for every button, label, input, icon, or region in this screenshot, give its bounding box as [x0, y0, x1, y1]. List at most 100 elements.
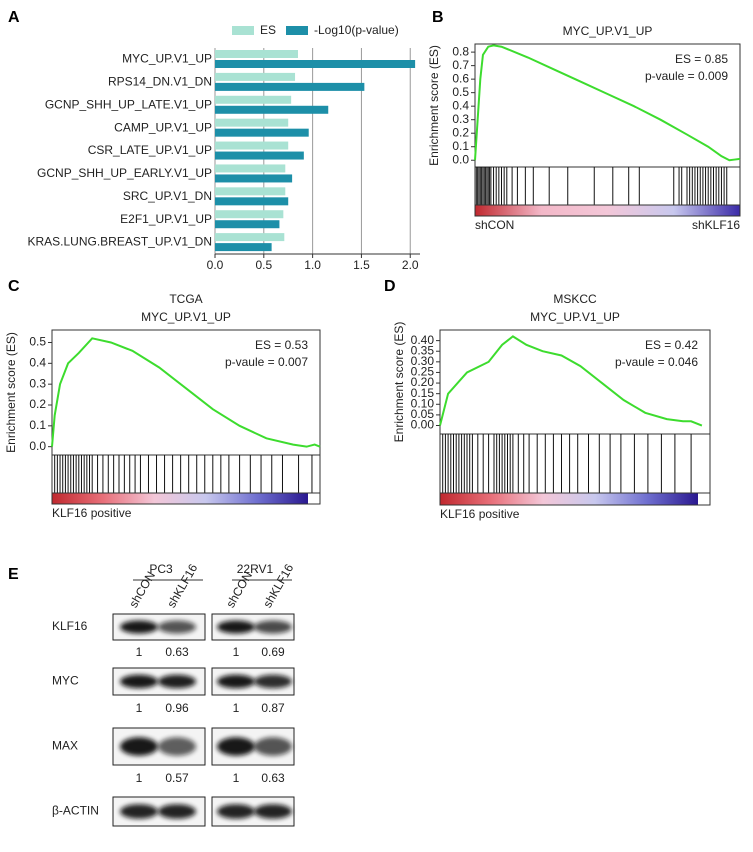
band — [254, 737, 292, 756]
es-curve — [439, 335, 703, 427]
annotation: p-vaule = 0.046 — [615, 355, 698, 369]
legend-swatch — [232, 26, 254, 35]
annotation: ES = 0.53 — [255, 338, 308, 352]
chart-title: MYC_UP.V1_UP — [563, 24, 653, 38]
colorbar-label: KLF16 positive — [52, 506, 132, 520]
panel-label: A — [8, 9, 20, 26]
category-label: SRC_UP.V1_DN — [123, 189, 212, 203]
band — [217, 804, 255, 819]
y-tick-label: 0.15 — [411, 386, 435, 400]
y-tick-label: 0.0 — [452, 152, 469, 166]
colorbar-frame — [439, 492, 711, 506]
bar — [215, 233, 285, 242]
y-axis-label: Enrichment score (ES) — [427, 45, 441, 166]
category-label: MYC_UP.V1_UP — [122, 52, 212, 66]
bar — [215, 243, 272, 252]
quantification: 0.96 — [165, 701, 189, 715]
panel-label: D — [384, 278, 396, 295]
annotation: ES = 0.85 — [675, 52, 728, 66]
y-tick-label: 0.8 — [452, 44, 469, 58]
band — [120, 737, 158, 756]
annotation: ES = 0.42 — [645, 338, 698, 352]
row-label: MYC — [52, 674, 79, 688]
quantification: 1 — [233, 771, 240, 785]
quantification: 1 — [233, 701, 240, 715]
bar — [215, 118, 289, 127]
lane-label: shCON — [223, 569, 255, 610]
category-label: CAMP_UP.V1_UP — [114, 120, 212, 134]
annotation: p-vaule = 0.009 — [645, 69, 728, 83]
y-tick-label: 0.25 — [411, 365, 435, 379]
y-tick-label: 0.4 — [452, 98, 469, 112]
colorbar — [440, 493, 698, 505]
y-tick-label: 0.2 — [452, 125, 469, 139]
y-tick-label: 0.30 — [411, 354, 435, 368]
group-label: PC3 — [149, 562, 173, 576]
bar — [215, 128, 309, 137]
y-tick-label: 0.4 — [29, 356, 46, 370]
x-tick-label: 1.0 — [304, 258, 321, 272]
colorbar-frame — [51, 492, 321, 505]
bar — [215, 50, 298, 58]
row-label: KLF16 — [52, 619, 88, 633]
x-tick-label: 0.0 — [207, 258, 224, 272]
bar — [215, 187, 286, 196]
category-label: GCNP_SHH_UP_LATE.V1_UP — [45, 97, 212, 111]
annotation: p-vaule = 0.007 — [225, 355, 308, 369]
category-label: E2F1_UP.V1_UP — [120, 212, 212, 226]
band — [217, 674, 255, 689]
y-tick-label: 0.6 — [452, 71, 469, 85]
bar — [215, 141, 289, 150]
band — [158, 674, 196, 689]
category-label: CSR_LATE_UP.V1_UP — [88, 143, 212, 157]
band — [254, 620, 292, 634]
y-tick-label: 0.0 — [29, 439, 46, 453]
band — [158, 804, 196, 819]
band — [158, 737, 196, 756]
band — [120, 620, 158, 634]
category-label: GCNP_SHH_UP_EARLY.V1_UP — [37, 166, 212, 180]
x-tick-label: 0.5 — [255, 258, 272, 272]
y-tick-label: 0.00 — [411, 418, 435, 432]
group-label: 22RV1 — [237, 562, 274, 576]
legend-label: -Log10(p-value) — [314, 23, 399, 37]
band — [254, 674, 292, 689]
y-tick-label: 0.1 — [452, 139, 469, 153]
category-label: KRAS.LUNG.BREAST_UP.V1_DN — [27, 235, 212, 249]
bar — [215, 164, 286, 173]
quantification: 1 — [136, 701, 143, 715]
y-tick-label: 0.5 — [29, 335, 46, 349]
y-tick-label: 0.10 — [411, 396, 435, 410]
quantification: 1 — [136, 645, 143, 659]
bar — [215, 210, 284, 219]
chart-title: MYC_UP.V1_UP — [141, 310, 231, 324]
row-label: MAX — [52, 739, 78, 753]
bar — [215, 151, 304, 160]
bar — [215, 60, 416, 68]
quantification: 1 — [136, 771, 143, 785]
y-tick-label: 0.20 — [411, 375, 435, 389]
x-tick-label: 1.5 — [353, 258, 370, 272]
quantification: 0.57 — [165, 771, 189, 785]
y-axis-label: Enrichment score (ES) — [392, 322, 406, 443]
y-tick-label: 0.1 — [29, 418, 46, 432]
bar — [215, 72, 296, 81]
y-tick-label: 0.3 — [452, 112, 469, 126]
x-tick-label: 2.0 — [402, 258, 419, 272]
category-label: RPS14_DN.V1_DN — [108, 75, 212, 89]
y-tick-label: 0.7 — [452, 58, 469, 72]
hit-frame — [439, 433, 711, 494]
y-tick-label: 0.35 — [411, 343, 435, 357]
colorbar-frame — [474, 204, 741, 217]
legend-swatch — [286, 26, 308, 35]
quantification: 0.63 — [261, 771, 285, 785]
band — [217, 737, 255, 756]
panel-label: C — [8, 278, 20, 295]
band — [120, 674, 158, 689]
colorbar-label: shCON — [475, 218, 514, 232]
quantification: 0.69 — [261, 645, 285, 659]
y-axis-label: Enrichment score (ES) — [4, 332, 18, 453]
colorbar-label: KLF16 positive — [440, 507, 520, 521]
panel-label: E — [8, 566, 19, 583]
band — [158, 620, 196, 634]
